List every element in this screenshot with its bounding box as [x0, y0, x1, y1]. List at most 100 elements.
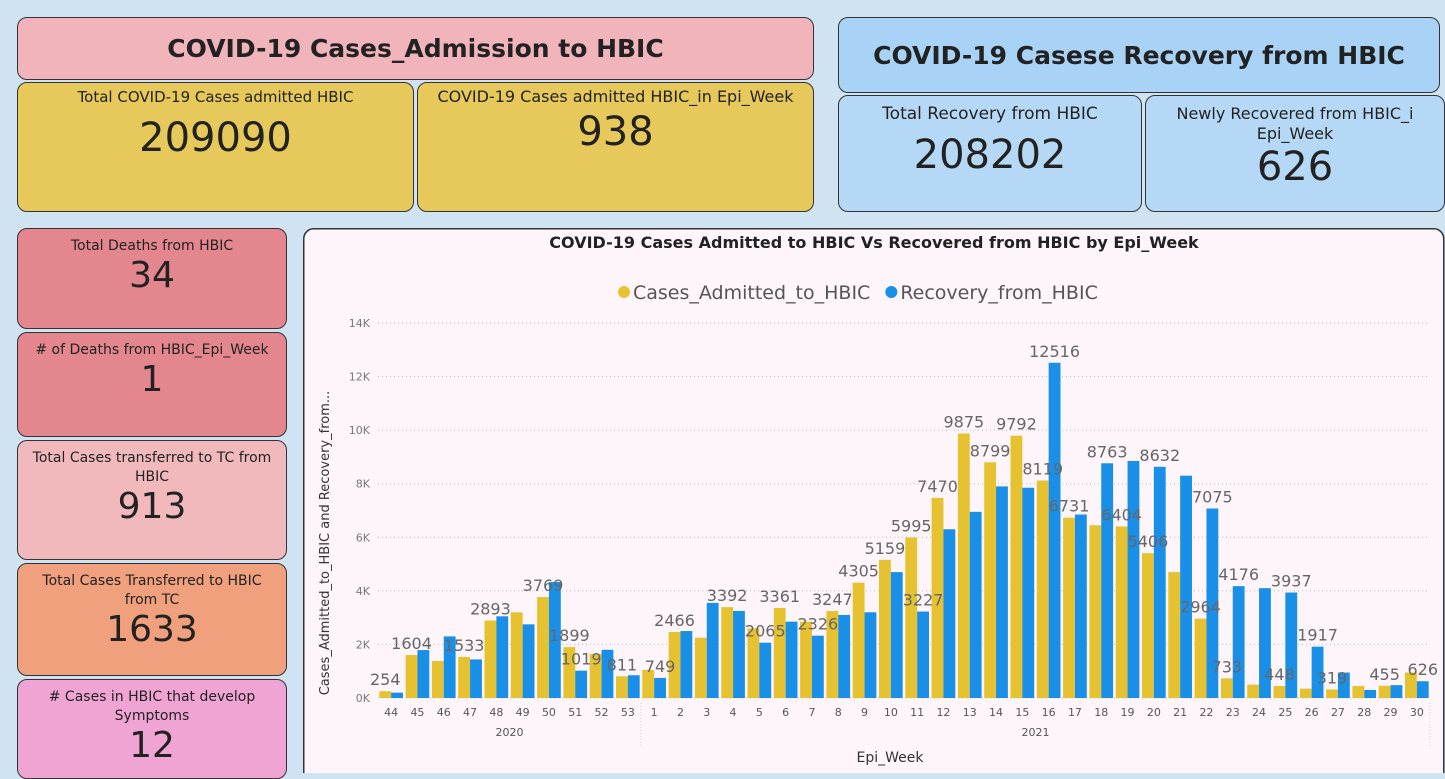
header: COVID-19 Casese Recovery from HBIC: [838, 17, 1440, 93]
kpi-label: Total Recovery from HBIC: [882, 104, 1098, 124]
x-tick-label: 28: [1357, 706, 1371, 719]
bar: [470, 659, 482, 698]
bar: [1115, 526, 1128, 698]
kpi-value: 208202: [913, 132, 1067, 178]
bar: [537, 597, 549, 698]
bar: [917, 611, 929, 698]
data-label: 8763: [1087, 442, 1128, 461]
data-label: 9875: [943, 412, 984, 431]
data-label: 5159: [865, 539, 906, 558]
x-tick-label: 1: [651, 706, 658, 719]
x-tick-label: 7: [808, 706, 815, 719]
kpi-value: 913: [117, 486, 187, 527]
chart-title: COVID-19 Cases Admitted to HBIC Vs Recov…: [549, 233, 1199, 252]
bar: [852, 582, 865, 698]
bar: [1074, 514, 1087, 698]
bar: [879, 559, 891, 698]
bar: [733, 610, 745, 698]
data-label: 1899: [549, 626, 590, 645]
data-label: 3392: [707, 586, 748, 605]
data-label: 3361: [759, 587, 800, 606]
y-tick-label: 8K: [356, 478, 371, 491]
bar: [642, 669, 655, 698]
x-tick-label: 21: [1173, 706, 1187, 719]
x-tick-label: 53: [621, 706, 635, 719]
bar: [510, 612, 523, 698]
kpi-card: COVID-19 Cases admitted HBIC_in Epi_Week…: [417, 82, 814, 212]
bar: [379, 691, 392, 698]
bar: [721, 607, 734, 698]
y-tick-label: 4K: [356, 585, 371, 598]
x-tick-label: 10: [884, 706, 898, 719]
x-tick-label: 19: [1121, 706, 1135, 719]
y-tick-label: 14K: [349, 317, 371, 330]
bar: [1089, 525, 1102, 698]
bar: [969, 511, 982, 698]
bar: [1247, 684, 1260, 698]
x-tick-label: 51: [568, 706, 582, 719]
bar: [405, 655, 418, 698]
x-tick-label: 24: [1252, 706, 1266, 719]
bar: [1416, 681, 1429, 698]
bar: [1364, 689, 1377, 698]
kpi-value: 34: [129, 255, 175, 296]
kpi-value: 938: [577, 109, 654, 155]
y-tick-label: 2K: [356, 638, 371, 651]
kpi-card: Total Recovery from HBIC 208202: [838, 95, 1142, 212]
y-tick-label: 10K: [349, 424, 371, 437]
bar: [1036, 480, 1049, 698]
data-label: 2964: [1180, 598, 1221, 617]
kpi-card: # Cases in HBIC that develop Symptoms 12: [17, 679, 287, 779]
bar: [589, 653, 602, 698]
kpi-value: 1633: [106, 609, 198, 650]
x-axis-label: Epi_Week: [857, 750, 925, 766]
bar: [957, 433, 970, 698]
bar: [484, 620, 497, 698]
bar: [680, 631, 693, 698]
bar: [1285, 592, 1298, 698]
bar: [694, 637, 707, 698]
bar: [616, 676, 628, 698]
data-label: 5406: [1128, 532, 1169, 551]
bar: [1048, 362, 1061, 698]
data-label: 2326: [798, 615, 839, 634]
data-label: 3937: [1271, 572, 1312, 591]
bar: [391, 692, 403, 698]
bar: [996, 486, 1008, 698]
data-label: 1604: [391, 634, 432, 653]
legend-marker: [885, 286, 898, 298]
year-label: 2021: [1022, 726, 1050, 739]
data-label: 2065: [745, 622, 786, 641]
kpi-label: Total COVID-19 Cases admitted HBIC: [77, 88, 354, 106]
data-label: 4305: [838, 562, 879, 581]
kpi-value: 209090: [139, 115, 292, 161]
data-label: 455: [1369, 665, 1400, 684]
bar: [548, 582, 561, 698]
bar: [1337, 672, 1350, 698]
data-label: 2466: [654, 611, 695, 630]
x-tick-label: 6: [782, 706, 789, 719]
bar: [458, 656, 471, 698]
legend-label: Cases_Admitted_to_HBIC: [633, 282, 870, 304]
bar: [563, 647, 576, 698]
bar: [800, 621, 812, 698]
data-label: 811: [607, 655, 638, 674]
x-tick-label: 45: [410, 706, 424, 719]
legend-marker: [618, 286, 630, 298]
y-tick-label: 12K: [349, 371, 371, 384]
x-tick-label: 17: [1068, 706, 1082, 719]
x-tick-label: 14: [989, 706, 1003, 719]
bar: [1299, 688, 1312, 698]
bar: [1168, 572, 1181, 698]
bar: [1273, 686, 1286, 698]
data-label: 8799: [970, 441, 1011, 460]
x-tick-label: 15: [1015, 706, 1029, 719]
bar: [1405, 672, 1417, 698]
data-label: 4176: [1218, 565, 1259, 584]
bar: [811, 635, 824, 698]
legend-label: Recovery_from_HBIC: [900, 282, 1098, 304]
bar: [1022, 487, 1035, 698]
data-label: 6404: [1101, 505, 1142, 524]
bar: [1206, 508, 1219, 698]
bar: [759, 642, 772, 698]
